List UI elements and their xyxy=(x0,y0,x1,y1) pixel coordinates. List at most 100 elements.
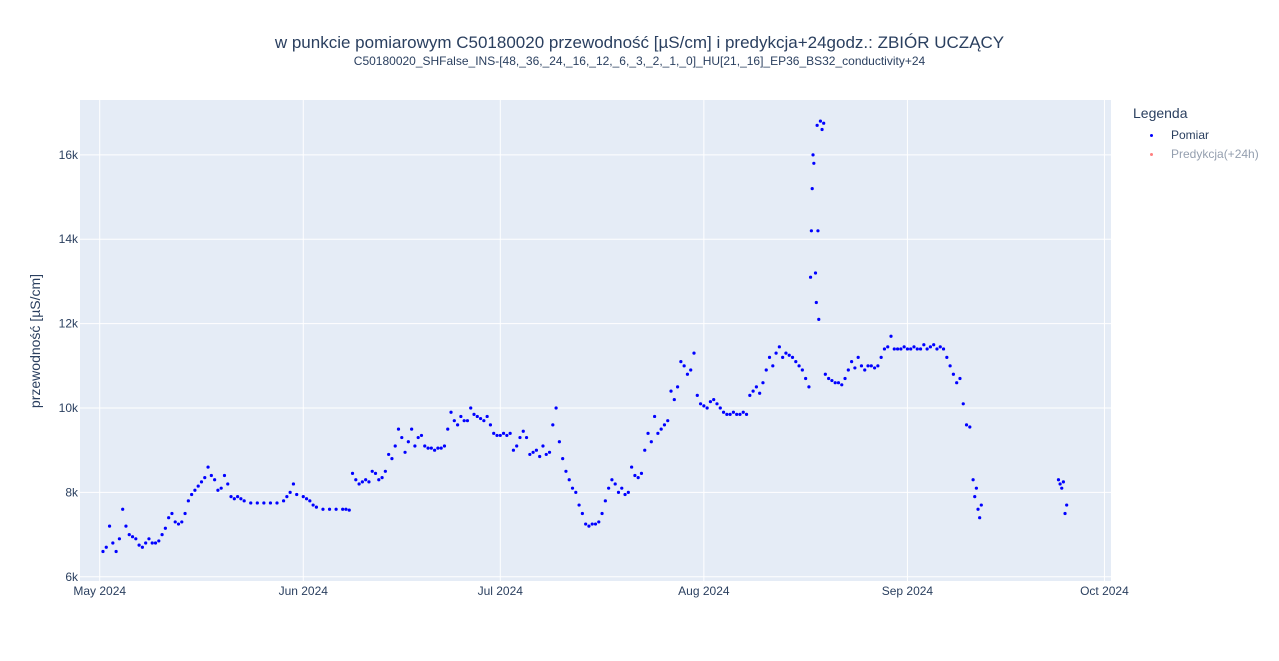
data-point xyxy=(314,505,319,509)
data-point xyxy=(853,366,857,370)
data-point xyxy=(945,355,949,359)
data-point xyxy=(311,503,315,507)
data-point xyxy=(350,471,355,476)
y-axis-label: przewodność [µS/cm] xyxy=(27,274,43,408)
data-point xyxy=(544,452,548,457)
data-point xyxy=(199,480,204,484)
data-point xyxy=(843,376,847,381)
data-point xyxy=(511,448,516,452)
data-point xyxy=(534,448,538,452)
data-point xyxy=(856,355,860,359)
data-point xyxy=(410,427,414,431)
data-point xyxy=(455,423,460,427)
y-tick-label: 16k xyxy=(59,148,79,162)
data-point xyxy=(373,471,378,476)
data-point xyxy=(147,537,151,541)
data-point xyxy=(895,347,900,351)
data-point xyxy=(239,497,243,501)
data-point xyxy=(758,391,762,395)
data-point xyxy=(797,364,801,368)
data-point xyxy=(485,414,489,419)
data-point xyxy=(232,497,236,501)
data-point xyxy=(203,476,207,480)
data-point xyxy=(124,524,128,528)
data-point xyxy=(811,153,815,157)
data-point xyxy=(822,121,826,125)
data-point xyxy=(695,393,699,397)
data-point xyxy=(712,397,716,402)
data-point xyxy=(304,497,309,501)
data-point xyxy=(275,501,279,505)
data-point xyxy=(976,507,980,511)
data-point xyxy=(731,410,736,414)
data-point xyxy=(630,465,634,469)
data-point xyxy=(222,473,227,478)
y-tick-label: 14k xyxy=(59,232,79,246)
y-gridlines xyxy=(80,154,1111,578)
data-point xyxy=(551,423,555,427)
data-point xyxy=(574,490,578,494)
data-point xyxy=(626,490,630,494)
data-point xyxy=(761,381,765,385)
x-axis-ticks: May 2024 Jun 2024 Jul 2024 Aug 2024 Sep 2024… xyxy=(73,584,1129,598)
data-point xyxy=(580,511,584,516)
data-point xyxy=(804,376,808,381)
data-point xyxy=(633,473,637,478)
data-point xyxy=(183,511,187,516)
data-point xyxy=(836,381,841,385)
data-point xyxy=(850,359,854,364)
data-point xyxy=(863,368,867,372)
data-point xyxy=(308,499,312,503)
data-point xyxy=(928,345,933,349)
data-point xyxy=(846,368,850,372)
data-point xyxy=(380,476,384,480)
data-point xyxy=(787,353,791,357)
legend-item-predykcja[interactable]: Predykcja(+24h) xyxy=(1133,145,1259,164)
legend-marker-predykcja xyxy=(1150,153,1153,156)
data-point xyxy=(167,516,171,520)
data-point xyxy=(744,412,749,416)
data-point xyxy=(721,410,726,414)
data-point xyxy=(679,359,683,364)
data-point xyxy=(909,347,913,351)
data-point xyxy=(809,229,813,233)
data-point xyxy=(751,389,755,393)
data-point xyxy=(666,419,670,423)
data-point xyxy=(403,450,407,454)
data-point xyxy=(636,476,640,480)
legend-item-pomiar[interactable]: Pomiar xyxy=(1133,126,1259,145)
data-point xyxy=(672,397,676,402)
data-point xyxy=(446,427,450,431)
data-point xyxy=(735,412,739,416)
data-point xyxy=(433,448,437,452)
data-point xyxy=(866,364,870,368)
data-point xyxy=(416,435,420,440)
data-point xyxy=(255,501,259,505)
data-point xyxy=(702,404,706,408)
data-point xyxy=(616,490,621,494)
data-point xyxy=(620,486,624,490)
data-point xyxy=(812,161,816,165)
data-point xyxy=(150,541,154,545)
data-point xyxy=(495,433,499,438)
data-point xyxy=(715,402,719,406)
data-point xyxy=(675,385,680,389)
data-point xyxy=(387,452,391,457)
data-point xyxy=(367,480,371,484)
data-point xyxy=(584,522,588,526)
data-point xyxy=(979,503,983,507)
data-point xyxy=(482,419,486,423)
data-point xyxy=(570,486,575,490)
data-point xyxy=(892,347,896,351)
data-point xyxy=(442,444,447,448)
data-point xyxy=(281,499,286,503)
plot-area-background[interactable] xyxy=(80,100,1111,581)
data-point xyxy=(600,511,604,516)
data-point xyxy=(531,450,535,454)
data-point xyxy=(439,446,443,450)
data-point xyxy=(101,549,105,554)
data-point xyxy=(973,495,977,499)
data-point xyxy=(840,383,844,387)
chart-title: w punkcie pomiarowym C50180020 przewodno… xyxy=(274,33,1005,52)
